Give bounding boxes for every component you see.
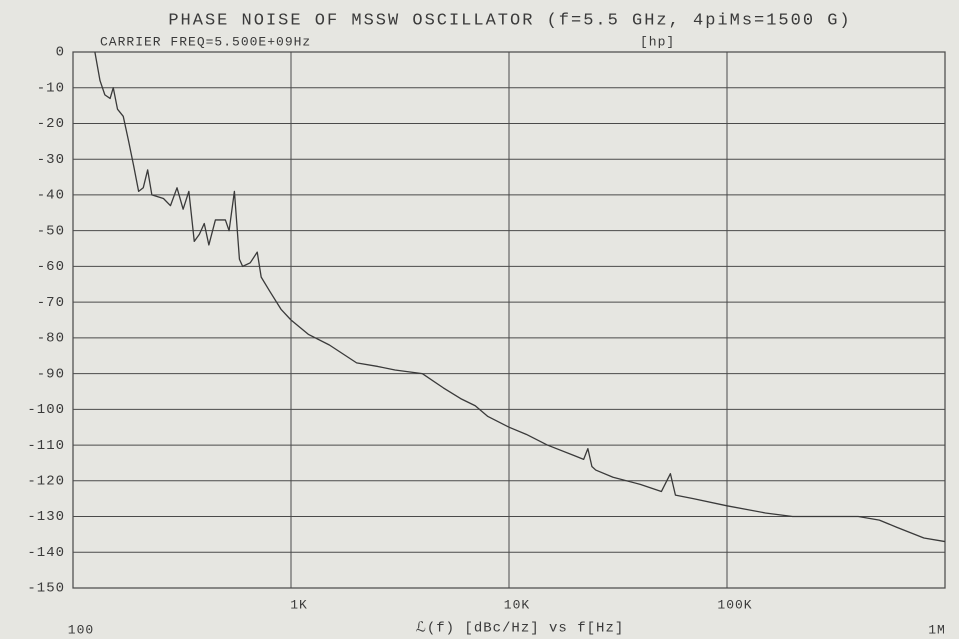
y-tick-label: -10: [37, 80, 65, 96]
y-tick-label: -20: [37, 116, 65, 132]
y-tick-label: -100: [27, 402, 65, 418]
chart-title: PHASE NOISE OF MSSW OSCILLATOR (f=5.5 GH…: [168, 11, 851, 30]
y-tick-label: -70: [37, 295, 65, 311]
y-tick-label: -60: [37, 259, 65, 275]
annotation: [hp]: [640, 34, 675, 49]
x-tick-label: 1K: [290, 597, 308, 612]
y-tick-label: -120: [27, 474, 65, 490]
y-tick-label: -80: [37, 331, 65, 347]
x-tick-label: 100K: [717, 597, 752, 612]
x-tick-label: 100: [68, 622, 94, 637]
y-tick-label: -110: [27, 438, 65, 454]
x-tick-label: 1M: [928, 622, 946, 637]
y-tick-label: -50: [37, 223, 65, 239]
y-tick-label: -30: [37, 152, 65, 168]
chart-subtitle: CARRIER FREQ=5.500E+09Hz: [100, 34, 311, 49]
y-tick-label: 0: [56, 45, 65, 61]
y-tick-label: -150: [27, 581, 65, 597]
x-axis-label: ℒ(f) [dBc/Hz] vs f[Hz]: [416, 621, 625, 637]
y-tick-label: -140: [27, 545, 65, 561]
y-tick-label: -130: [27, 509, 65, 525]
x-tick-label: 10K: [504, 597, 530, 612]
y-tick-label: -40: [37, 188, 65, 204]
y-tick-label: -90: [37, 366, 65, 382]
noise-curve: [94, 51, 946, 543]
